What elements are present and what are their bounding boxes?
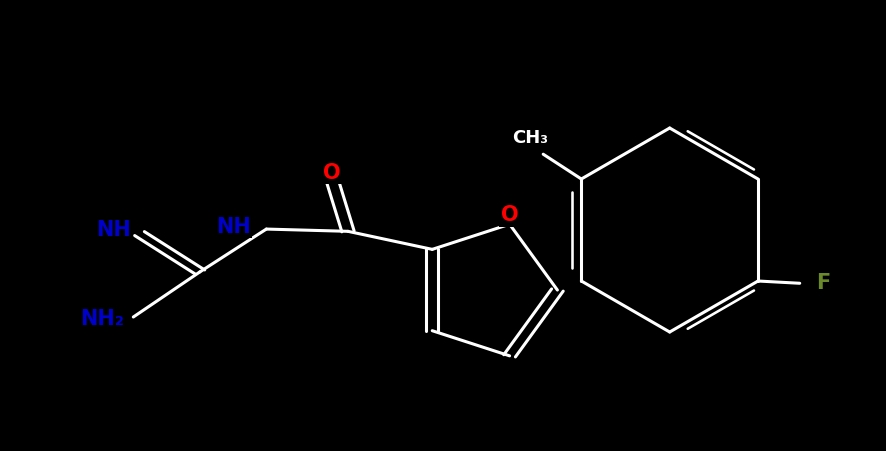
Text: O: O — [323, 163, 340, 183]
Text: O: O — [501, 205, 517, 225]
Text: NH₂: NH₂ — [81, 309, 124, 329]
Text: CH₃: CH₃ — [511, 129, 548, 147]
Text: F: F — [815, 273, 829, 293]
Text: NH: NH — [96, 220, 130, 240]
Text: NH: NH — [215, 217, 250, 237]
